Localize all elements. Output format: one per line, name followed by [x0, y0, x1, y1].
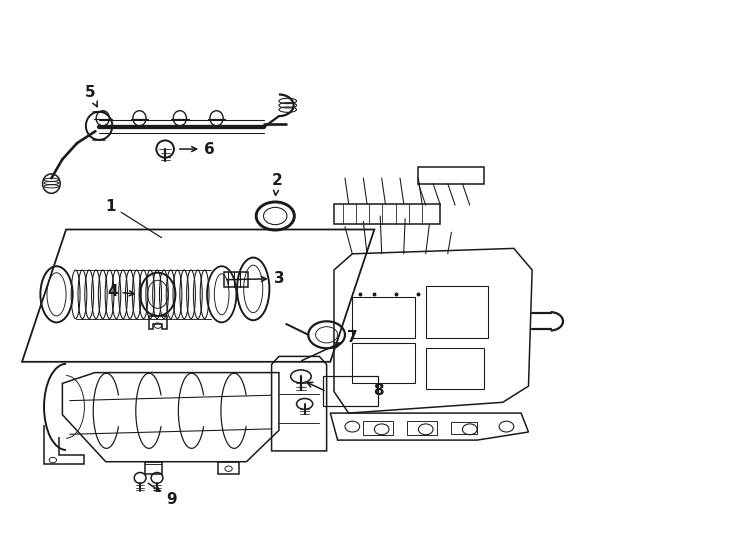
Bar	[145, 462, 162, 474]
Bar	[363, 421, 393, 435]
Text: 8: 8	[373, 383, 383, 399]
Text: 4: 4	[107, 284, 134, 299]
Bar	[352, 297, 415, 338]
Bar	[407, 421, 437, 435]
Bar	[224, 272, 248, 287]
Text: 9: 9	[148, 483, 177, 507]
Text: 7: 7	[302, 330, 357, 361]
Bar	[323, 376, 378, 406]
Bar	[426, 348, 484, 389]
Text: 5: 5	[85, 85, 97, 107]
Bar	[334, 204, 440, 224]
Bar	[451, 422, 477, 434]
Text: 2: 2	[272, 173, 282, 195]
Text: 6: 6	[180, 141, 214, 157]
Bar	[418, 167, 484, 184]
Bar	[218, 462, 239, 474]
Text: 1: 1	[105, 199, 115, 214]
Text: 3: 3	[227, 271, 284, 286]
Bar	[426, 286, 488, 338]
Bar	[352, 343, 415, 383]
